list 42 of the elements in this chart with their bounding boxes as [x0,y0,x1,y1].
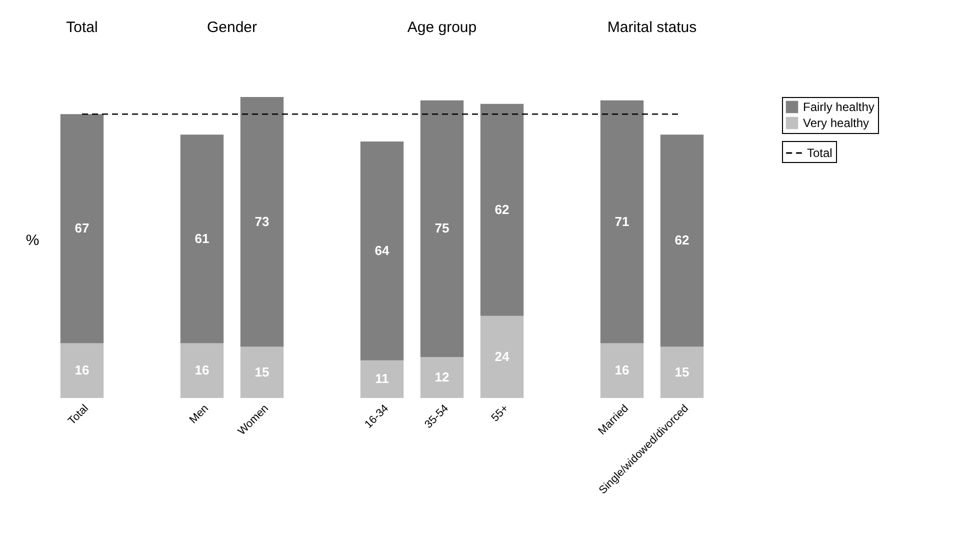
bar [420,356,464,398]
bar [360,360,404,398]
bar [600,343,644,398]
y-axis-title: % [26,232,40,249]
data-label: 24 [494,348,510,364]
data-label: 16 [74,362,90,378]
bar [480,104,524,316]
bar [240,97,284,347]
data-label: 71 [614,214,630,229]
bar [180,134,224,344]
data-label: 64 [374,242,390,258]
bar [60,114,104,344]
bar [240,346,284,398]
data-label: 11 [375,371,389,386]
x-tick-label: 55+ [489,402,511,424]
data-label: 62 [674,232,690,248]
bar [660,134,704,347]
legend-label: Very healthy [803,116,870,130]
x-tick-label: Men [187,402,211,426]
text: Marital status [607,19,697,36]
data-label: 75 [434,220,450,236]
bar [660,346,704,398]
bar [360,141,404,360]
bar [420,100,464,357]
data-label: 62 [494,202,510,217]
legend-label: Fairly healthy [803,100,874,114]
data-label: 61 [194,230,210,246]
bar [480,316,524,398]
data-label: 67 [74,220,90,236]
text: Age group [407,19,477,36]
bar [60,343,104,398]
text: Gender [206,19,258,36]
data-label: 12 [434,369,450,384]
text: Total [66,19,98,36]
data-label: 16 [614,362,630,378]
legend-label: Total [807,146,832,160]
data-label: 15 [674,364,690,380]
data-label: 16 [194,362,210,378]
data-label: 15 [254,364,270,380]
bar [180,343,224,398]
data-label: 73 [254,214,270,229]
bar [600,100,644,344]
